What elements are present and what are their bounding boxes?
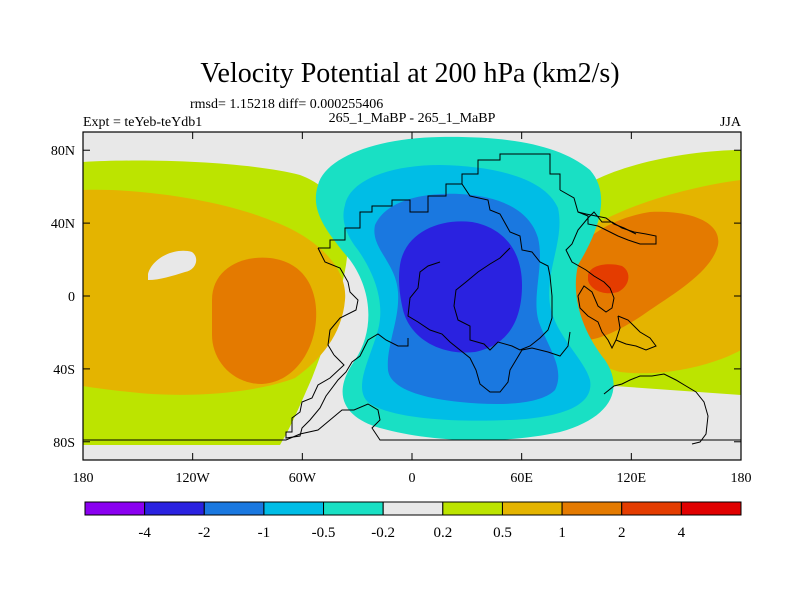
y-axis: 80N 40N 0 40S 80S <box>51 144 741 451</box>
coastline-africa <box>407 261 571 393</box>
x-tick-label: 120W <box>176 471 211 486</box>
coastline-europe-asia <box>453 183 553 351</box>
coastline-australia <box>603 373 709 445</box>
y-tick-label: 0 <box>68 290 75 305</box>
coastline-north-america <box>318 153 561 249</box>
colorbar-label: 0.5 <box>493 525 512 541</box>
colorbar-swatch <box>442 501 503 516</box>
colorbar-label: -4 <box>138 525 151 541</box>
colorbar-label: 0.2 <box>433 525 452 541</box>
coastline-central-america <box>317 247 359 356</box>
colorbar-swatch <box>501 501 563 516</box>
experiment-label: Expt = teYeb-teYdb1 <box>83 115 202 130</box>
coastline-south-america <box>285 333 409 439</box>
colorbar-swatch <box>680 501 742 516</box>
colorbar-swatch <box>84 501 146 516</box>
coastlines <box>83 153 741 445</box>
colorbar-label: 2 <box>618 525 626 541</box>
coastline-maritime <box>615 315 657 351</box>
colorbar-label: -1 <box>258 525 271 541</box>
x-tick-label: 60E <box>510 471 533 486</box>
y-tick-label: 80N <box>51 144 75 159</box>
x-tick-label: 120E <box>617 471 647 486</box>
coastline-alaska <box>577 211 637 235</box>
y-tick-label: 40S <box>53 363 75 378</box>
case-label: 265_1_MaBP - 265_1_MaBP <box>329 111 496 126</box>
x-axis: 180 120W 60W 0 60E 120E 180 <box>73 132 752 486</box>
x-tick-label: 0 <box>409 471 416 486</box>
colorbar-swatch <box>382 501 444 516</box>
colorbar-label: -2 <box>198 525 211 541</box>
colorbar-label: -0.2 <box>371 525 395 541</box>
season-label: JJA <box>720 115 742 130</box>
contour-region-west-pos-1 <box>565 211 719 340</box>
y-tick-label: 40N <box>51 217 75 232</box>
coastline-asia-east <box>559 189 657 350</box>
coastline-antarctica <box>83 403 741 441</box>
plot-area <box>83 132 741 460</box>
chart-title: Velocity Potential at 200 hPa (km2/s) <box>200 58 619 89</box>
colorbar-swatch <box>263 501 325 516</box>
colorbar-swatch <box>144 501 205 516</box>
contour-region-east-pos-1 <box>212 257 317 384</box>
stats-label: rmsd= 1.15218 diff= 0.000255406 <box>190 97 383 112</box>
x-tick-label: 180 <box>731 471 752 486</box>
colorbar-swatch <box>561 501 623 516</box>
colorbar: -4 -2 -1 -0.5 -0.2 0.2 0.5 1 2 4 <box>84 501 742 541</box>
x-tick-label: 60W <box>289 471 317 486</box>
contour-region-west-pos-2 <box>588 264 629 294</box>
x-tick-label: 180 <box>73 471 94 486</box>
neutral-hole <box>148 250 197 280</box>
colorbar-swatch <box>621 501 682 516</box>
colorbar-label: -0.5 <box>312 525 336 541</box>
y-tick-label: 80S <box>53 436 75 451</box>
colorbar-swatch <box>323 501 384 516</box>
colorbar-label: 4 <box>678 525 686 541</box>
colorbar-swatch <box>203 501 265 516</box>
colorbar-label: 1 <box>558 525 566 541</box>
